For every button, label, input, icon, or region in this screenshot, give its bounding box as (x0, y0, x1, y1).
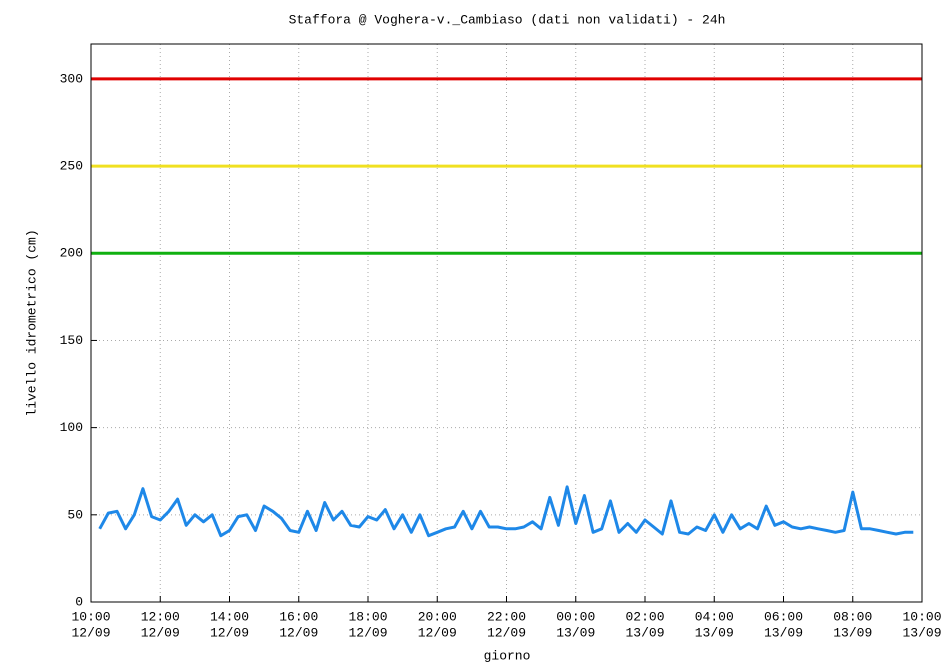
chart-title: Staffora @ Voghera-v._Cambiaso (dati non… (289, 12, 726, 27)
x-tick-label: 10:00 (71, 609, 110, 624)
x-tick-label: 02:00 (625, 609, 664, 624)
x-tick-label: 13/09 (764, 625, 803, 640)
x-tick-label: 16:00 (279, 609, 318, 624)
y-tick-label: 100 (60, 420, 83, 435)
y-tick-label: 150 (60, 333, 83, 348)
x-tick-label: 22:00 (487, 609, 526, 624)
x-tick-label: 06:00 (764, 609, 803, 624)
x-tick-label: 08:00 (833, 609, 872, 624)
x-tick-label: 12/09 (141, 625, 180, 640)
x-tick-label: 18:00 (348, 609, 387, 624)
x-tick-label: 04:00 (695, 609, 734, 624)
x-tick-label: 13/09 (902, 625, 941, 640)
x-tick-label: 12/09 (418, 625, 457, 640)
y-tick-label: 250 (60, 159, 83, 174)
x-tick-label: 13/09 (625, 625, 664, 640)
x-tick-label: 20:00 (418, 609, 457, 624)
plot-frame (90, 43, 923, 603)
x-tick-label: 00:00 (556, 609, 595, 624)
x-tick-label: 13/09 (833, 625, 872, 640)
x-tick-label: 12/09 (210, 625, 249, 640)
x-tick-label: 12/09 (487, 625, 526, 640)
x-tick-label: 13/09 (695, 625, 734, 640)
y-tick-label: 200 (60, 246, 83, 261)
data-line (98, 485, 914, 538)
x-tick-label: 12/09 (348, 625, 387, 640)
x-tick-label: 12:00 (141, 609, 180, 624)
y-axis-title: livello idrometrico (cm) (24, 229, 39, 416)
x-tick-label: 12/09 (279, 625, 318, 640)
x-tick-label: 13/09 (556, 625, 595, 640)
x-axis-title: giorno (484, 648, 531, 663)
x-tick-label: 10:00 (902, 609, 941, 624)
y-tick-label: 300 (60, 71, 83, 86)
y-tick-label: 0 (75, 594, 83, 609)
x-tick-label: 12/09 (71, 625, 110, 640)
x-tick-label: 14:00 (210, 609, 249, 624)
y-tick-label: 50 (67, 507, 83, 522)
